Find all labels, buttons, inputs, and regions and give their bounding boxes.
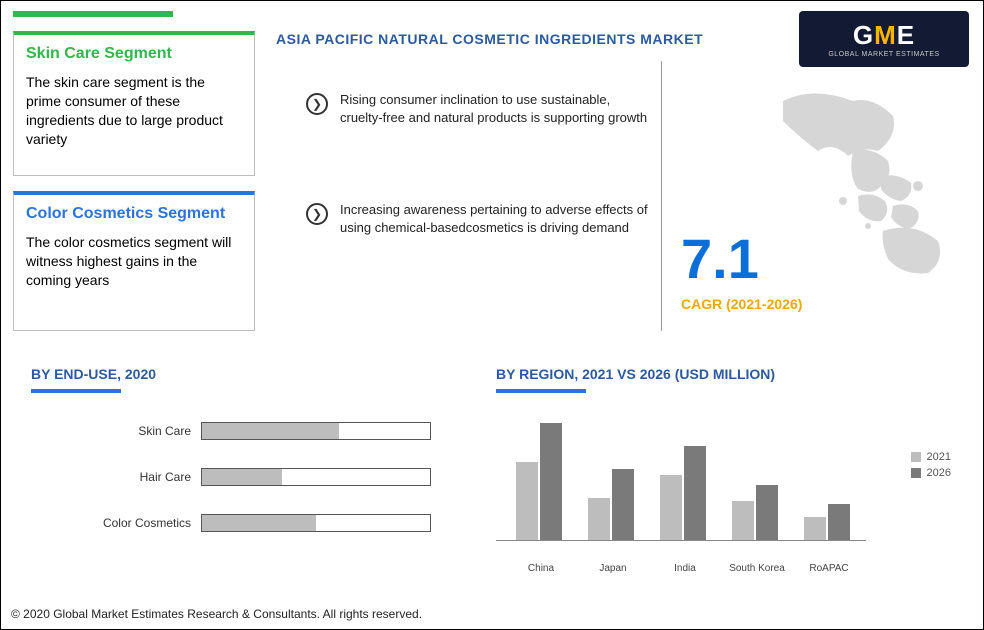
copyright-footer: © 2020 Global Market Estimates Research … [11, 607, 422, 621]
region-underline [496, 389, 586, 393]
hbar-row: Skin Care [31, 416, 471, 446]
asia-pacific-map-icon [763, 81, 963, 281]
vbar-category-label: RoAPAC [794, 563, 864, 574]
region-plot-area [496, 411, 866, 541]
logo-text: GME [853, 20, 915, 51]
vbar-category-label: Japan [578, 563, 648, 574]
vbar-group [804, 504, 854, 540]
legend-row: 2026 [911, 467, 951, 479]
bullet-text-1: Rising consumer inclination to use susta… [340, 91, 650, 127]
hbar-track [201, 422, 431, 440]
region-bar-chart: ChinaJapanIndiaSouth KoreaRoAPAC 2021202… [496, 401, 896, 571]
bullet-row-2: ❯ Increasing awareness pertaining to adv… [306, 201, 650, 237]
vbar [540, 423, 562, 540]
region-legend: 2021 2026 [911, 451, 951, 483]
page-title: ASIA PACIFIC NATURAL COSMETIC INGREDIENT… [276, 31, 703, 47]
vbar [804, 517, 826, 540]
hbar-fill [202, 423, 339, 439]
legend-row: 2021 [911, 451, 951, 463]
hbar-label: Skin Care [31, 424, 201, 438]
enduse-underline [31, 389, 121, 393]
region-header: BY REGION, 2021 VS 2026 (USD MILLION) [496, 366, 775, 382]
vbar-group [732, 485, 782, 540]
hbar-label: Color Cosmetics [31, 516, 201, 530]
segment-skin-title: Skin Care Segment [14, 35, 254, 69]
vbar [732, 501, 754, 540]
hbar-track [201, 468, 431, 486]
vbar-category-label: South Korea [722, 563, 792, 574]
hbar-row: Hair Care [31, 462, 471, 492]
enduse-bar-chart: Skin Care Hair Care Color Cosmetics [31, 416, 471, 556]
vbar [612, 469, 634, 541]
vbar [588, 498, 610, 540]
chevron-right-icon: ❯ [306, 203, 328, 225]
vertical-divider [661, 61, 662, 331]
hbar-fill [202, 515, 316, 531]
hbar-fill [202, 469, 282, 485]
chevron-right-icon: ❯ [306, 93, 328, 115]
segment-skin-desc: The skin care segment is the prime consu… [14, 69, 254, 159]
vbar-category-label: India [650, 563, 720, 574]
vbar [828, 504, 850, 540]
vbar [660, 475, 682, 540]
legend-swatch [911, 452, 921, 462]
vbar-group [516, 423, 566, 540]
cagr-label: CAGR (2021-2026) [681, 296, 802, 312]
vbar-category-label: China [506, 563, 576, 574]
hbar-label: Hair Care [31, 470, 201, 484]
logo-subtitle: GLOBAL MARKET ESTIMATES [828, 51, 939, 58]
legend-label: 2026 [927, 467, 951, 479]
gme-logo: GME GLOBAL MARKET ESTIMATES [799, 11, 969, 67]
segment-color-title: Color Cosmetics Segment [14, 195, 254, 229]
bullet-text-2: Increasing awareness pertaining to adver… [340, 201, 650, 237]
vbar-group [660, 446, 710, 540]
cagr-value: 7.1 [681, 226, 759, 291]
hbar-track [201, 514, 431, 532]
vbar [684, 446, 706, 540]
hbar-row: Color Cosmetics [31, 508, 471, 538]
legend-swatch [911, 468, 921, 478]
enduse-header: BY END-USE, 2020 [31, 366, 156, 382]
accent-bar [13, 11, 173, 17]
vbar [756, 485, 778, 540]
segment-skin-care: Skin Care Segment The skin care segment … [13, 31, 255, 176]
segment-color-cosmetics: Color Cosmetics Segment The color cosmet… [13, 191, 255, 331]
vbar [516, 462, 538, 540]
legend-label: 2021 [927, 451, 951, 463]
bullet-row-1: ❯ Rising consumer inclination to use sus… [306, 91, 650, 127]
vbar-group [588, 469, 638, 541]
segment-color-desc: The color cosmetics segment will witness… [14, 229, 254, 300]
